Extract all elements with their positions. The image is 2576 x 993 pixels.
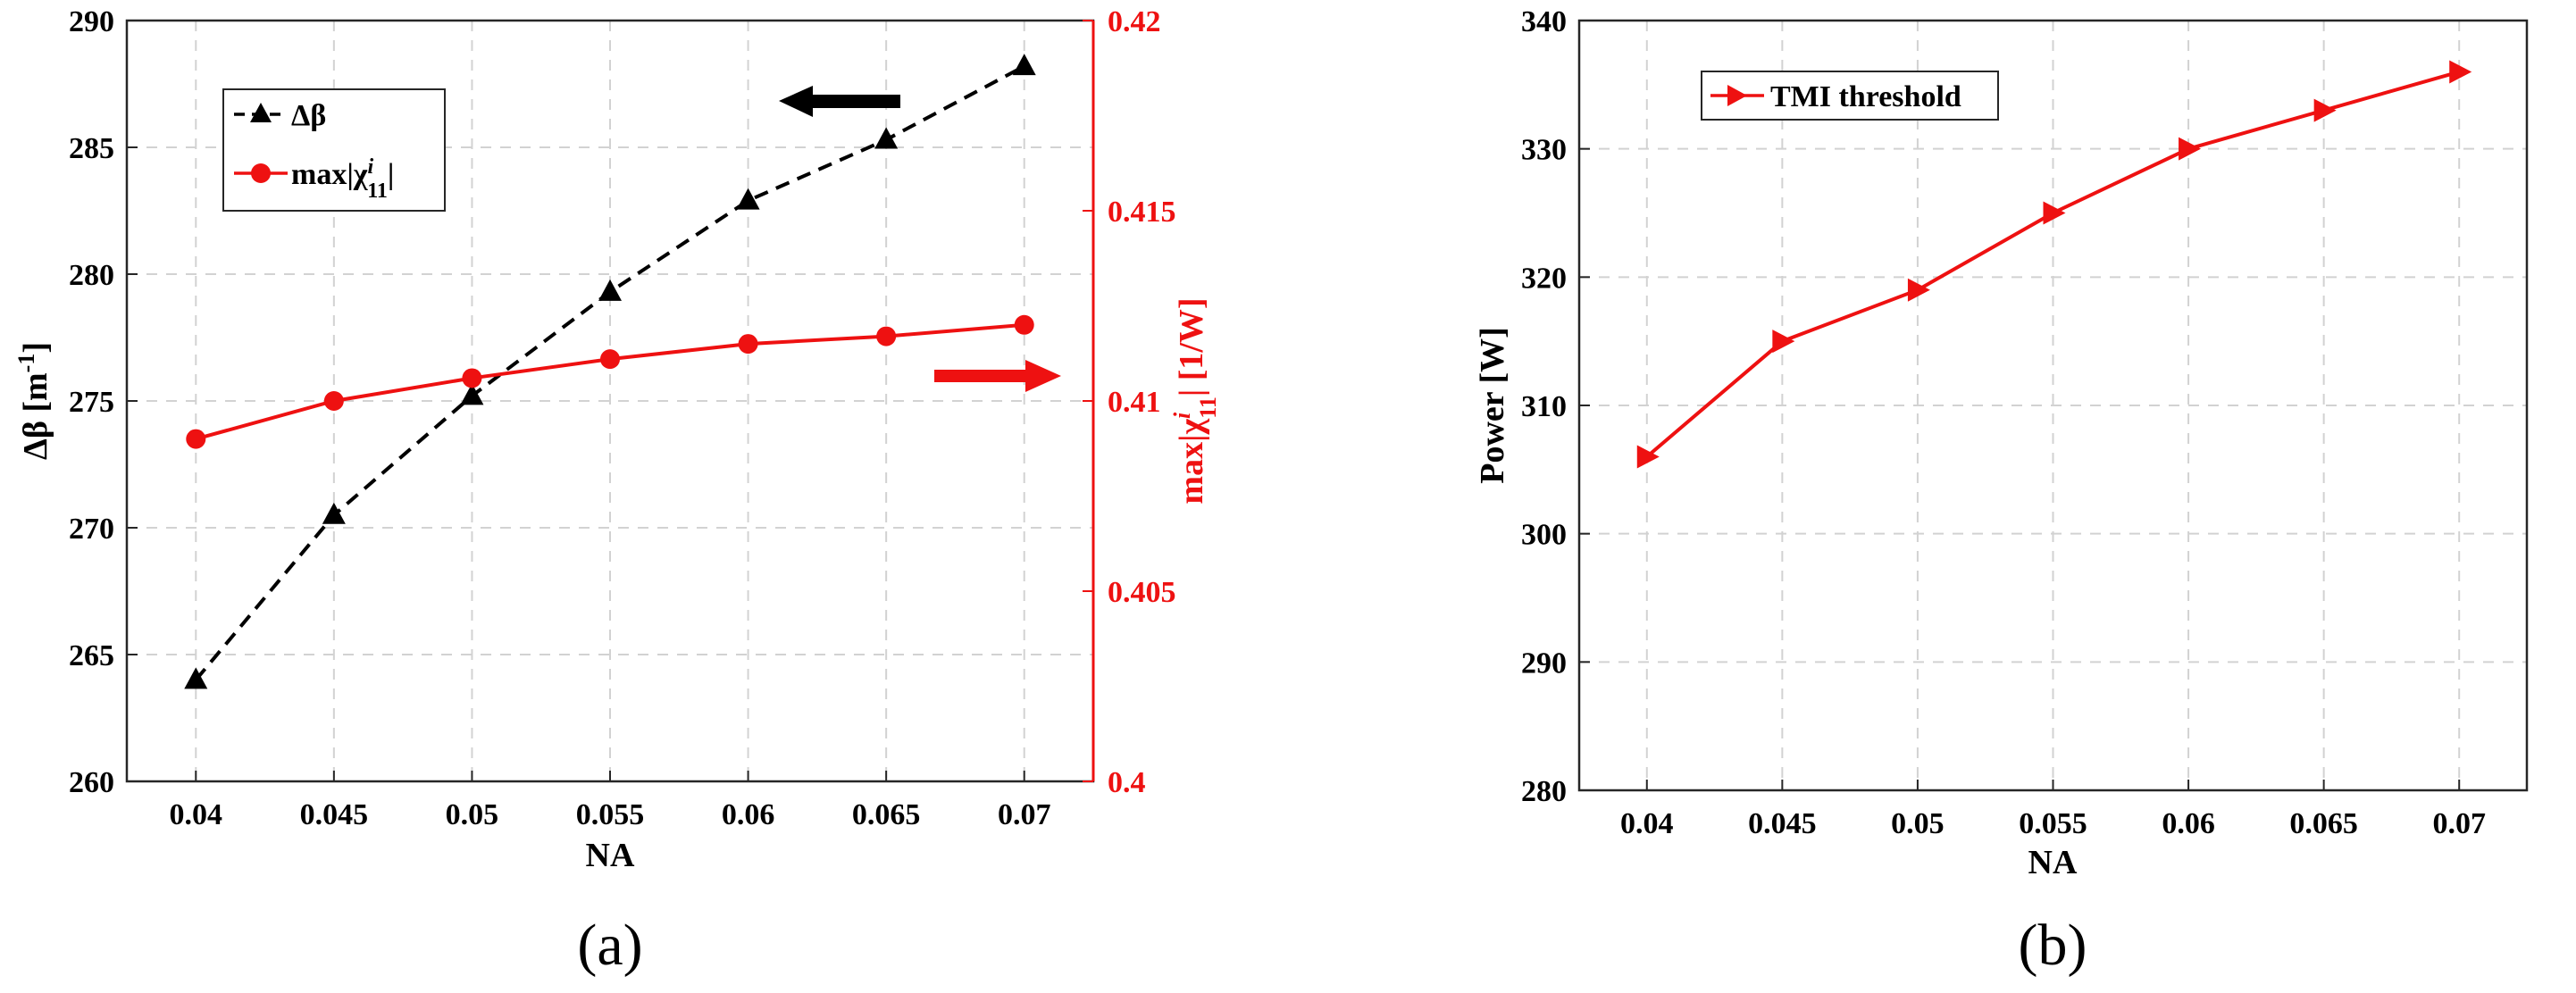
chart-b-y-tick-label: 290 [1521,647,1567,680]
chart-a-x-tick-label: 0.05 [446,798,499,831]
chart-b-x-ticks: 0.04 0.045 0.05 0.055 0.06 0.065 0.07 [1620,780,2486,840]
chart-b: 0.04 0.045 0.05 0.055 0.06 0.065 0.07 280 290 30… [1474,5,2529,978]
right-axis-arrow [934,360,1061,392]
chart-a-x-tick-label: 0.055 [576,798,645,831]
chart-a: 0.04 0.045 0.05 0.055 0.06 0.065 0.07 260 265 27… [13,5,1221,978]
series-delta-beta-point [322,502,346,524]
legend-marker-triangle [250,103,272,122]
series-tmi-threshold-point [2179,137,2202,161]
series-max-chi-point [462,368,482,388]
chart-a-x-tick-label: 0.065 [852,798,921,831]
series-max-chi-point [323,391,344,411]
chart-a-y-tick-label: 280 [69,259,114,292]
chart-b-y-tick-label: 320 [1521,262,1567,295]
chart-b-y-tick-label: 330 [1521,134,1567,167]
chart-b-grid [1579,20,2527,791]
chart-a-y2-tick-label: 0.405 [1108,576,1176,609]
chart-a-y-ticks: 260 265 270 275 280 285 290 [69,5,138,799]
left-axis-arrow [779,86,900,117]
chart-a-x-tick-label: 0.07 [998,798,1051,831]
chart-b-markers [1636,60,2472,469]
series-delta-beta-point [460,383,484,405]
series-max-chi-point [600,349,620,370]
series-max-chi-point [876,326,897,346]
chart-a-y-axis-label: Δβ [m-1] [13,342,54,460]
chart-b-x-tick-label: 0.05 [1891,807,1945,840]
series-tmi-threshold-point [1907,278,1930,302]
legend-label-tmi-threshold: TMI threshold [1770,80,1961,113]
series-tmi-threshold-point [2043,201,2066,225]
legend-label-delta-beta: Δβ [291,99,326,132]
chart-a-x-tick-label: 0.06 [722,798,775,831]
chart-a-y-tick-label: 270 [69,513,114,546]
chart-b-legend-box [1701,71,1999,121]
series-tmi-threshold-point [1772,330,1795,354]
chart-a-markers [184,54,1036,689]
chart-b-legend: TMI threshold [1701,71,1999,121]
chart-b-x-tick-label: 0.065 [2289,807,2358,840]
chart-b-y-ticks: 280 290 300 310 320 330 340 [1521,5,1590,808]
series-max-chi-point [1014,314,1034,335]
chart-a-y-tick-label: 285 [69,132,114,165]
chart-a-y-tick-label: 275 [69,386,114,419]
chart-a-panel-label: (a) [577,913,642,978]
series-delta-beta-point [598,279,622,301]
series-max-chi-point [738,334,758,355]
chart-a-y2-tick-label: 0.4 [1108,766,1146,799]
series-delta-beta-point [1012,54,1036,76]
chart-a-y-tick-label: 290 [69,5,114,38]
series-tmi-threshold-point [1636,445,1660,469]
chart-a-x-axis-label: NA [586,837,635,874]
chart-a-x-ticks: 0.04 0.045 0.05 0.055 0.06 0.065 0.07 [170,771,1051,831]
chart-a-legend-box [222,88,446,212]
chart-b-y-tick-label: 340 [1521,5,1567,38]
chart-b-y-tick-label: 300 [1521,519,1567,552]
chart-b-x-tick-label: 0.07 [2432,807,2486,840]
chart-a-y2-tick-label: 0.42 [1108,5,1161,38]
chart-a-x-tick-label: 0.045 [300,798,369,831]
series-max-chi-point [186,429,206,449]
chart-a-y-tick-label: 260 [69,766,114,799]
chart-b-panel-label: (b) [2019,913,2087,978]
series-tmi-threshold-point [2449,60,2472,84]
legend-marker-circle [251,163,271,183]
chart-a-y2-axis-label: max|χi11| [1/W] [1169,297,1221,504]
chart-a-y2-tick-label: 0.41 [1108,386,1161,419]
chart-b-y-tick-label: 310 [1521,390,1567,423]
chart-b-y-tick-label: 280 [1521,775,1567,808]
legend-label-max-chi: max|χi 11| [291,155,394,203]
legend-marker-triangle-right [1727,85,1747,106]
chart-b-x-tick-label: 0.055 [2019,807,2087,840]
chart-b-x-tick-label: 0.045 [1748,807,1817,840]
chart-a-y2-tick-label: 0.415 [1108,196,1176,229]
chart-b-x-tick-label: 0.06 [2162,807,2215,840]
series-tmi-threshold-point [2313,98,2337,122]
chart-a-x-tick-label: 0.04 [170,798,223,831]
chart-b-x-axis-label: NA [2028,844,2078,881]
series-delta-beta-point [736,188,760,210]
chart-a-legend: Δβ max|χi 11| [222,88,446,212]
chart-b-x-tick-label: 0.04 [1620,807,1674,840]
chart-a-y-tick-label: 265 [69,639,114,672]
series-delta-beta-point [874,127,899,149]
series-delta-beta-point [184,667,208,689]
chart-b-y-axis-label: Power [W] [1474,327,1511,484]
chart-a-y2-ticks: 0.4 0.405 0.41 0.415 0.42 [1083,5,1176,799]
